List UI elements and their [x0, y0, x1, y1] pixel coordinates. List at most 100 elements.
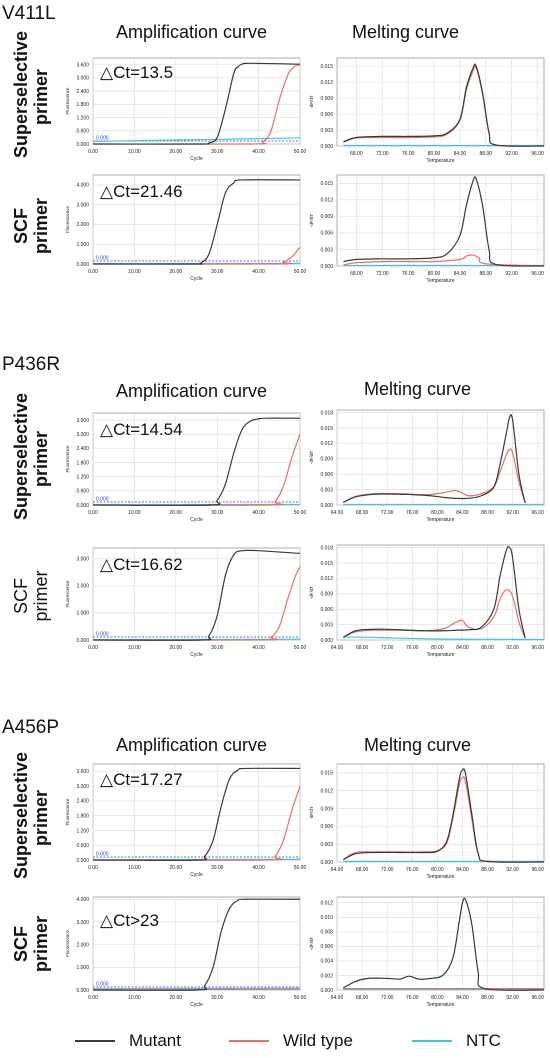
- y-axis-label: Fluorescence: [65, 798, 70, 826]
- y-tick-label: 0.000: [76, 988, 89, 994]
- x-tick-label: 64.00: [331, 867, 344, 873]
- x-tick-label: 64.00: [331, 510, 344, 516]
- x-tick-label: 64.00: [331, 645, 344, 651]
- x-tick-label: 40.00: [252, 645, 265, 651]
- y-tick-label: 0.003: [320, 842, 333, 848]
- y-tick-label: 0.600: [76, 843, 89, 849]
- series-line-wild-type: [92, 64, 301, 145]
- series-line-wild-type: [343, 589, 526, 639]
- plot-area: [336, 544, 545, 641]
- x-tick-label: 10.00: [128, 645, 141, 651]
- x-tick-label: 88.00: [481, 645, 494, 651]
- x-tick-label: 80.00: [428, 271, 441, 277]
- x-tick-label: 50.00: [294, 149, 307, 155]
- x-tick-label: 40.00: [252, 995, 265, 1001]
- y-tick-label: 0.004: [320, 959, 333, 965]
- x-tick-label: 10.00: [128, 865, 141, 871]
- x-tick-label: 68.00: [356, 995, 369, 1001]
- chart-panel: 0.000 0.600 1.200 1.800 2.400 3.000 3.600 0.00 1…: [65, 412, 307, 523]
- y-tick-label: 0.000: [320, 503, 333, 509]
- y-tick-label: 3.000: [76, 784, 89, 790]
- y-tick-label: 0.003: [320, 247, 333, 253]
- y-tick-label: 0.000: [320, 638, 333, 644]
- x-tick-label: 92.00: [506, 510, 519, 516]
- y-axis-label: -dF/dT: [309, 586, 314, 600]
- x-tick-label: 50.00: [294, 269, 307, 275]
- x-tick-label: 50.00: [294, 645, 307, 651]
- x-tick-label: 72.00: [376, 271, 389, 277]
- x-tick-label: 72.00: [381, 867, 394, 873]
- x-tick-label: 50.00: [294, 995, 307, 1001]
- y-tick-label: 0.003: [320, 128, 333, 134]
- x-tick-label: 88.00: [481, 510, 494, 516]
- x-axis-label: Temperature: [426, 874, 454, 880]
- plot-area: [92, 57, 301, 145]
- y-axis-label: Fluorescence: [65, 445, 70, 473]
- amplification-header: Amplification curve: [116, 735, 268, 755]
- y-tick-label: 0.006: [320, 472, 333, 478]
- y-tick-label: 1.200: [76, 828, 89, 834]
- plot-area: [336, 409, 545, 506]
- delta-ct-label: △Ct>23: [100, 911, 159, 930]
- series-line-mutant: [92, 549, 301, 641]
- chart-panel: 0.000 0.003 0.006 0.009 0.012 0.015 0.018 64.00…: [309, 409, 545, 523]
- x-tick-label: 76.00: [402, 151, 415, 157]
- delta-ct-label: △Ct=13.5: [100, 63, 174, 82]
- chart-panel: 0.000 1.000 2.000 3.000 4.000 0.00 10.00 20.00 3…: [65, 896, 307, 1008]
- x-tick-label: 96.00: [531, 645, 544, 651]
- x-tick-label: 68.00: [350, 271, 363, 277]
- threshold-label: 0.000: [96, 632, 109, 638]
- x-tick-label: 76.00: [406, 867, 419, 873]
- y-tick-label: 0.006: [320, 944, 333, 950]
- delta-ct-label: △Ct=21.46: [100, 182, 183, 201]
- x-tick-label: 50.00: [294, 510, 307, 516]
- x-axis-label: Temperature: [426, 278, 454, 284]
- x-tick-label: 68.00: [356, 510, 369, 516]
- x-tick-label: 0.00: [88, 865, 98, 871]
- legend-label: NTC: [466, 1031, 501, 1050]
- series-line-mutant: [342, 545, 526, 639]
- y-tick-label: 2.000: [76, 584, 89, 590]
- plot-area: [336, 896, 545, 991]
- y-tick-label: 1.200: [76, 115, 89, 121]
- y-tick-label: 0.000: [76, 262, 89, 268]
- x-tick-label: 64.00: [331, 995, 344, 1001]
- threshold-label: 0.000: [96, 256, 109, 262]
- y-axis-label: -dF/dT: [309, 937, 314, 951]
- y-tick-label: 0.010: [320, 915, 333, 921]
- y-axis-label: -dF/dT: [309, 806, 314, 820]
- y-tick-label: 0.000: [76, 638, 89, 644]
- x-tick-label: 92.00: [506, 645, 519, 651]
- chart-panel: 0.000 1.000 2.000 3.000 0.00 10.00 20.00 30.00 4…: [65, 547, 307, 658]
- series-line-ntc: [343, 636, 545, 641]
- x-tick-label: 76.00: [406, 510, 419, 516]
- x-tick-label: 0.00: [88, 510, 98, 516]
- y-tick-label: 0.012: [320, 901, 333, 907]
- y-tick-label: 0.012: [320, 576, 333, 582]
- chart-panel: 0.000 0.600 1.200 1.800 2.400 3.000 3.600 0.00 1…: [65, 763, 306, 878]
- x-tick-label: 80.00: [431, 867, 444, 873]
- x-tick-label: 84.00: [456, 867, 469, 873]
- y-tick-label: 0.015: [320, 771, 333, 777]
- y-tick-label: 2.400: [76, 446, 89, 452]
- y-tick-label: 4.000: [76, 183, 89, 189]
- x-tick-label: 96.00: [531, 995, 544, 1001]
- y-tick-label: 0.000: [76, 142, 89, 148]
- x-tick-label: 10.00: [128, 510, 141, 516]
- y-tick-label: 0.015: [320, 64, 333, 70]
- x-tick-label: 72.00: [381, 510, 394, 516]
- x-tick-label: 40.00: [252, 269, 265, 275]
- y-axis-label: -dF/dT: [309, 214, 314, 228]
- y-tick-label: 2.000: [76, 942, 89, 948]
- y-tick-label: 0.012: [320, 789, 333, 795]
- y-axis-label: -dF/dT: [309, 95, 314, 109]
- plot-area: [336, 174, 545, 267]
- y-tick-label: 0.009: [320, 214, 333, 220]
- y-tick-label: 0.009: [320, 592, 333, 598]
- series-line-ntc: [92, 987, 301, 990]
- series-line-mutant: [342, 897, 545, 991]
- y-tick-label: 0.000: [320, 988, 333, 994]
- threshold-label: 0.000: [96, 136, 109, 142]
- x-tick-label: 40.00: [252, 510, 265, 516]
- x-tick-label: 72.00: [376, 151, 389, 157]
